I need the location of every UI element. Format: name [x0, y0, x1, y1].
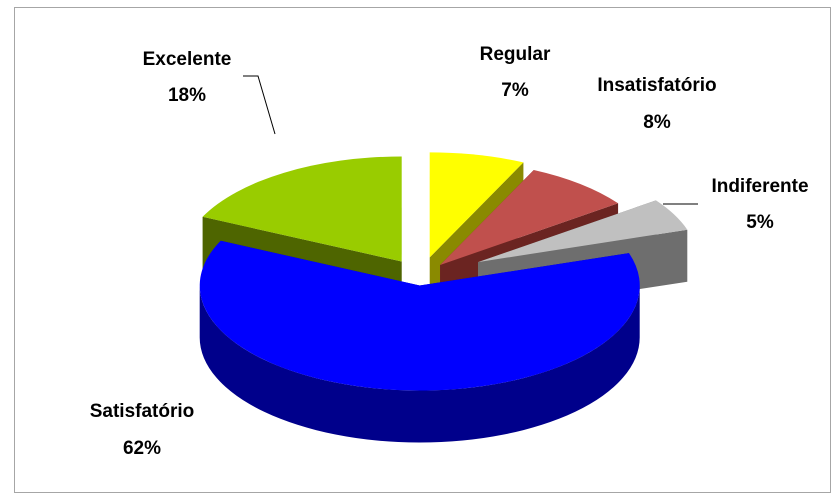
chart-area: Regular 7% Insatisfatório 8% Indiferente 5% Sa…	[14, 7, 831, 493]
label-category-regular: Regular	[480, 44, 551, 65]
label-category-indiferente: Indiferente	[711, 176, 808, 197]
slice-indiferente	[478, 200, 688, 263]
slice-insatisfatorio	[440, 170, 619, 265]
label-category-satisfatorio: Satisfatório	[90, 401, 195, 422]
slice-outer-wall-satisfatorio	[199, 285, 640, 443]
pie-chart: Regular 7% Insatisfatório 8% Indiferente 5% Sa…	[90, 44, 809, 459]
slice-regular	[429, 152, 524, 258]
slice-satisfatorio	[199, 240, 640, 391]
label-percent-indiferente: 5%	[746, 212, 774, 233]
leader-lines	[243, 75, 698, 205]
label-percent-regular: 7%	[501, 80, 529, 101]
label-category-excelente: Excelente	[143, 49, 232, 70]
label-percent-insatisfatorio: 8%	[643, 112, 671, 133]
slice-excelente	[202, 156, 402, 262]
label-percent-satisfatorio: 62%	[123, 438, 161, 459]
slice-labels: Regular 7% Insatisfatório 8% Indiferente 5% Sa…	[90, 44, 809, 459]
pie-top-faces	[199, 152, 688, 391]
label-category-insatisfatorio: Insatisfatório	[597, 75, 716, 96]
leader-line-excelente	[243, 75, 276, 135]
label-percent-excelente: 18%	[168, 85, 206, 106]
